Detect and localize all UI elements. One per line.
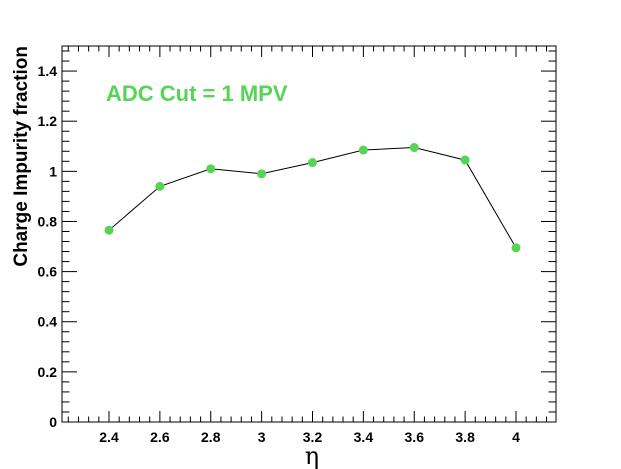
data-point — [511, 243, 521, 253]
x-tick-label: 3.8 — [455, 429, 475, 445]
data-point — [460, 155, 470, 165]
x-tick-label: 3.4 — [354, 429, 374, 445]
data-point — [409, 143, 419, 153]
x-tick-label: 3.6 — [405, 429, 425, 445]
annotation: ADC Cut = 1 MPV — [106, 81, 288, 106]
x-tick-label: 3 — [258, 429, 266, 445]
data-point — [206, 164, 216, 174]
data-point — [155, 181, 165, 191]
y-tick-label: 0.6 — [38, 264, 58, 280]
y-tick-label: 1 — [49, 163, 57, 179]
y-tick-label: 0.2 — [38, 364, 58, 380]
x-tick-label: 2.6 — [150, 429, 170, 445]
tick-labels: 2.4 2.6 2.8 3 3.2 3.4 3.6 3.8 4 0 0.2 0.4 0.6 0.8 1 1.2… — [38, 63, 521, 445]
x-tick-label: 2.8 — [201, 429, 221, 445]
data-point — [308, 158, 317, 168]
y-tick-label: 0 — [49, 414, 57, 430]
axis-ticks — [62, 46, 556, 423]
x-axis-label: η — [305, 442, 319, 469]
data-point — [358, 145, 368, 155]
plot-frame — [61, 45, 557, 423]
x-tick-label: 4 — [512, 429, 520, 445]
x-tick-label: 3.2 — [303, 429, 323, 445]
data-point — [257, 169, 267, 179]
x-tick-label: 2.4 — [99, 429, 119, 445]
y-tick-label: 0.8 — [38, 213, 58, 229]
data-points — [104, 143, 521, 253]
y-axis-label: Charge Impurity fraction — [11, 46, 32, 267]
y-tick-label: 1.2 — [38, 113, 58, 129]
y-tick-label: 1.4 — [38, 63, 58, 79]
y-tick-label: 0.4 — [38, 314, 58, 330]
data-point — [104, 225, 114, 235]
